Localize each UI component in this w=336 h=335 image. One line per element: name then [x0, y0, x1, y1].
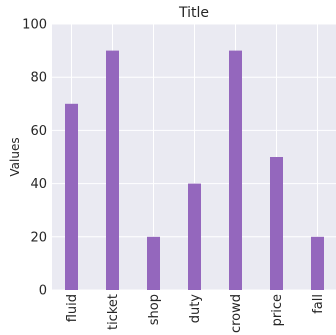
x-tick-label-ticket: ticket	[106, 294, 121, 330]
x-tick-labels: fluid ticket shop duty crowd price fall	[65, 294, 326, 333]
y-tick-label: 100	[22, 18, 47, 33]
bar-ticket	[106, 50, 119, 290]
y-tick-label: 40	[30, 177, 47, 192]
x-tick-label-shop: shop	[147, 294, 162, 325]
y-tick-label: 80	[30, 71, 47, 86]
x-tick-label-crowd: crowd	[229, 294, 244, 333]
y-tick-label: 0	[39, 284, 47, 299]
bars	[65, 50, 324, 290]
bar-fluid	[65, 103, 78, 290]
bar-crowd	[229, 50, 242, 290]
bar-fall	[311, 236, 324, 290]
y-tick-label: 20	[30, 230, 47, 245]
x-tick-label-fall: fall	[311, 294, 326, 314]
y-tick-label: 60	[30, 124, 47, 139]
bar-duty	[188, 183, 201, 290]
bar-price	[270, 157, 283, 290]
bar-shop	[147, 236, 160, 290]
y-axis-label: Values	[8, 137, 22, 176]
x-tick-label-fluid: fluid	[65, 294, 80, 322]
y-tick-labels: 0 20 40 60 80 100	[22, 18, 47, 299]
x-tick-label-price: price	[270, 294, 285, 326]
x-tick-label-duty: duty	[188, 294, 203, 324]
chart-title: Title	[178, 5, 209, 21]
